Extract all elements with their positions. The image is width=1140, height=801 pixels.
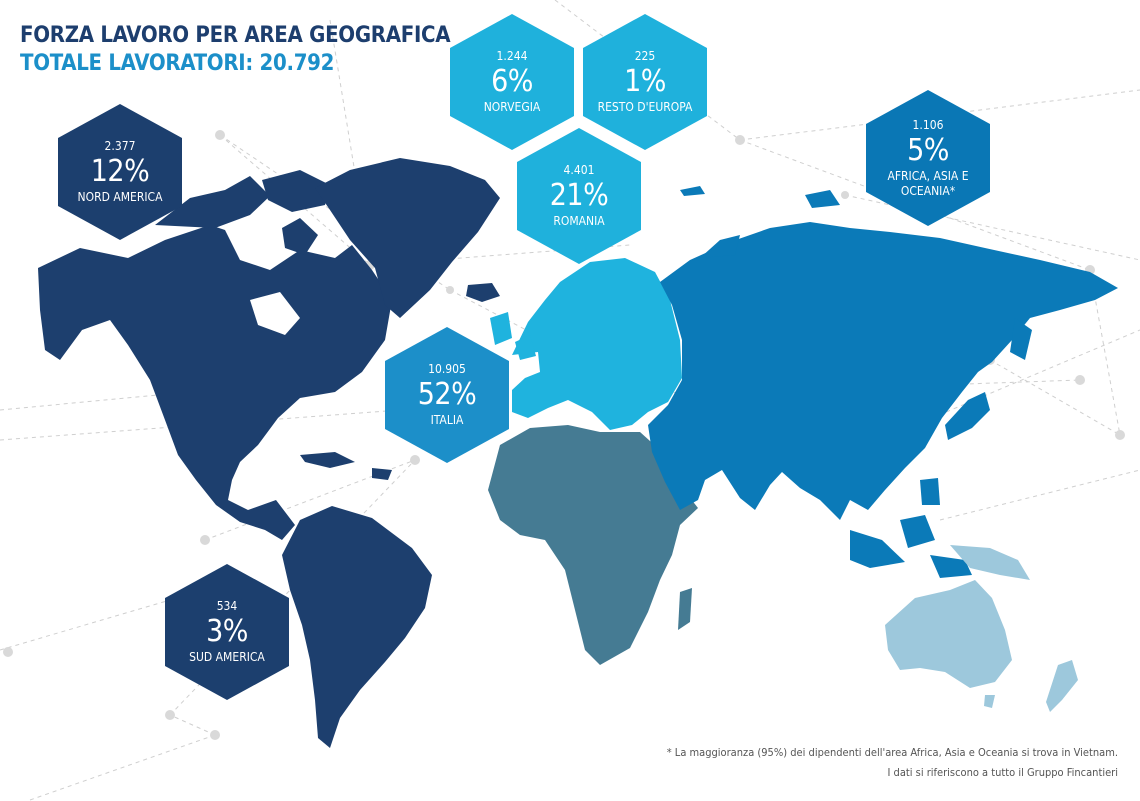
hex-label: SUD AMERICA [189,650,265,664]
continent-south-america [282,506,432,748]
hex-label: NORVEGIA [483,100,541,114]
continent-oceania [885,545,1078,712]
continent-north-america [38,158,500,540]
hex-romania: 4.401 21% ROMANIA [517,128,641,264]
hex-percent: 3% [206,614,248,649]
hex-percent: 1% [624,64,666,99]
hex-label: AFRICA, ASIA E OCEANIA* [887,168,969,198]
hex-percent: 12% [90,154,150,189]
hex-count: 1.244 [496,49,528,63]
hex-label: ITALIA [430,413,464,427]
hex-sud-america: 534 3% SUD AMERICA [165,564,289,700]
hex-count: 2.377 [104,139,136,153]
hex-percent: 21% [549,178,609,213]
hex-count: 1.106 [912,117,944,132]
continent-europe [490,258,682,430]
page-subtitle: TOTALE LAVORATORI: 20.792 [20,51,335,76]
hex-label: ROMANIA [553,214,605,228]
footnote-line-2: I dati si riferiscono a tutto il Gruppo … [887,766,1118,779]
footnote: * La maggioranza (95%) dei dipendenti de… [667,743,1118,783]
hex-percent: 6% [491,64,533,99]
header: FORZA LAVORO PER AREA GEOGRAFICA TOTALE … [20,22,451,78]
hex-label: RESTO D'EUROPA [597,100,693,114]
hex-count: 225 [634,49,656,63]
hex-percent: 5% [907,132,949,168]
hex-label: NORD AMERICA [77,190,163,204]
continent-asia [648,186,1118,578]
hex-count: 534 [216,599,238,613]
hex-africa-asia-oceania: 1.106 5% AFRICA, ASIA E OCEANIA* [866,90,990,226]
footnote-line-1: * La maggioranza (95%) dei dipendenti de… [666,746,1118,759]
hex-percent: 52% [417,377,477,412]
hex-count: 4.401 [563,163,595,177]
page-title: FORZA LAVORO PER AREA GEOGRAFICA [20,23,451,48]
hex-resto-europa: 225 1% RESTO D'EUROPA [583,14,707,150]
continent-africa [488,425,698,665]
hex-count: 10.905 [428,362,466,376]
